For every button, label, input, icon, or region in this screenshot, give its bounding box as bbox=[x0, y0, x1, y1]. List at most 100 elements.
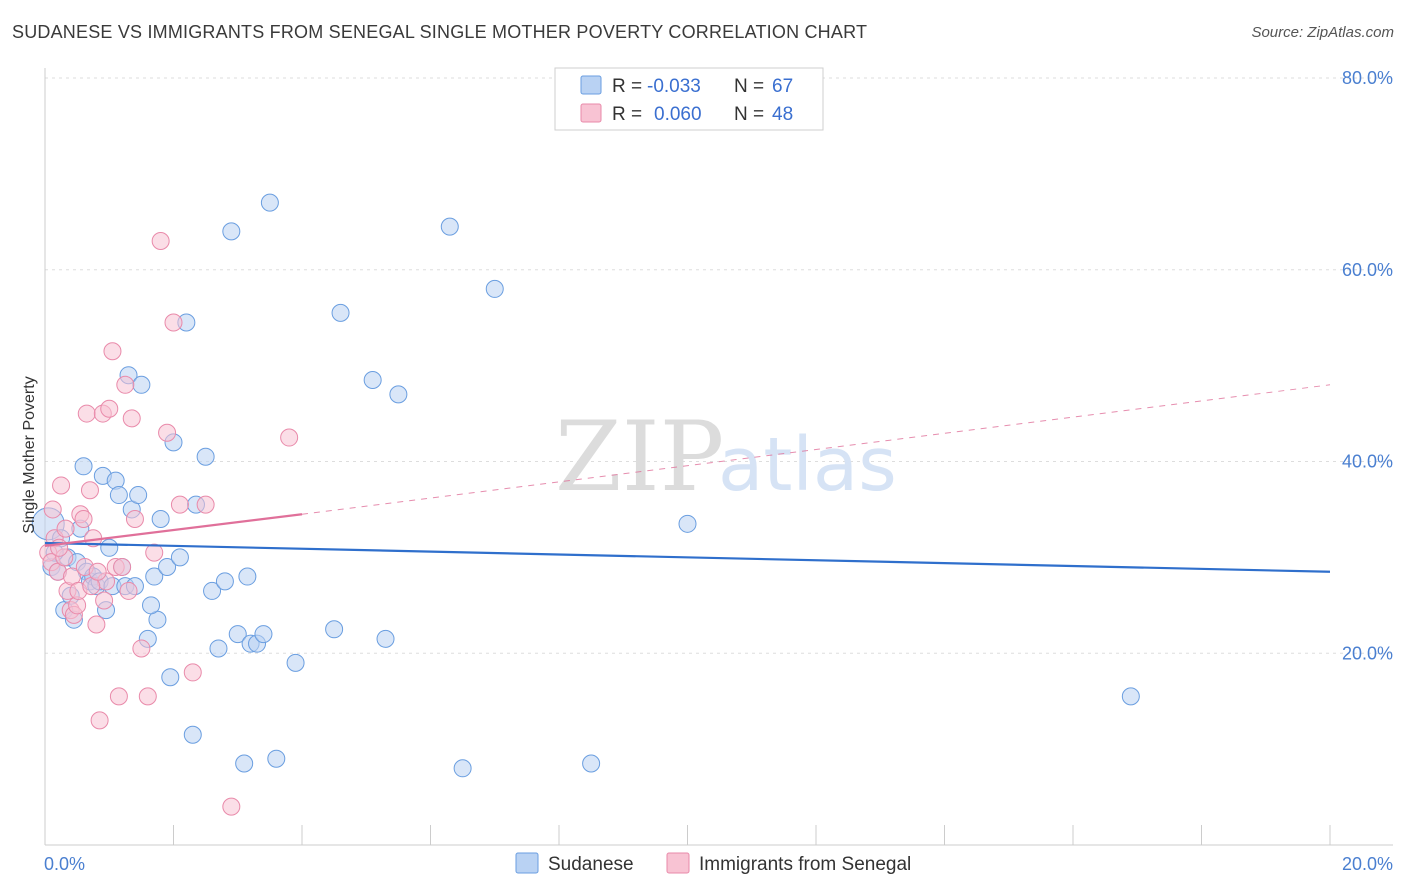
y-tick-label-0: 20.0% bbox=[1342, 643, 1393, 663]
point-senegal-32 bbox=[158, 423, 177, 442]
point-sudanese-59 bbox=[582, 754, 601, 773]
point-senegal-22 bbox=[109, 687, 128, 706]
point-sudanese-47 bbox=[254, 625, 273, 644]
point-senegal-41 bbox=[56, 519, 75, 538]
point-sudanese-55 bbox=[389, 385, 408, 404]
point-sudanese-61 bbox=[1121, 687, 1140, 706]
x-tick-labels: 0.0% 20.0% bbox=[44, 854, 1393, 874]
point-sudanese-65 bbox=[142, 596, 161, 615]
point-sudanese-10 bbox=[74, 457, 93, 476]
legend-n-value-0: 67 bbox=[772, 76, 793, 97]
point-senegal-28 bbox=[132, 639, 151, 658]
grid-lines bbox=[45, 77, 1393, 654]
point-senegal-26 bbox=[122, 409, 141, 428]
point-senegal-38 bbox=[280, 428, 299, 447]
point-sudanese-56 bbox=[440, 217, 459, 236]
point-senegal-39 bbox=[43, 500, 62, 519]
point-senegal-25 bbox=[119, 581, 138, 600]
point-sudanese-21 bbox=[109, 486, 128, 505]
point-senegal-33 bbox=[164, 313, 183, 332]
point-sudanese-57 bbox=[453, 759, 472, 778]
point-senegal-36 bbox=[196, 495, 215, 514]
point-senegal-30 bbox=[145, 543, 164, 562]
point-sudanese-32 bbox=[158, 557, 177, 576]
bottom-legend-label-sudanese: Sudanese bbox=[548, 854, 634, 875]
legend-box: R = -0.033 N = 67 R = 0.060 N = 48 bbox=[554, 67, 824, 131]
y-tick-labels: 20.0% 40.0% 60.0% 80.0% bbox=[1342, 68, 1393, 663]
point-sudanese-35 bbox=[170, 548, 189, 567]
point-sudanese-44 bbox=[235, 754, 254, 773]
trend-lines bbox=[44, 384, 1331, 573]
point-senegal-37 bbox=[222, 797, 241, 816]
point-senegal-46 bbox=[88, 562, 107, 581]
bottom-legend-swatch-senegal bbox=[666, 852, 690, 874]
point-senegal-19 bbox=[100, 399, 119, 418]
axes bbox=[44, 68, 1393, 846]
legend-r-label-1: R = bbox=[612, 104, 642, 125]
point-sudanese-53 bbox=[363, 371, 382, 390]
chart-source: Source: ZipAtlas.com bbox=[1251, 24, 1394, 41]
point-sudanese-48 bbox=[260, 193, 279, 212]
y-axis-label: Single Mother Poverty bbox=[21, 376, 38, 533]
point-senegal-16 bbox=[90, 711, 109, 730]
point-sudanese-40 bbox=[209, 639, 228, 658]
point-senegal-40 bbox=[50, 538, 69, 557]
point-senegal-31 bbox=[151, 231, 170, 250]
point-sudanese-33 bbox=[161, 668, 180, 687]
point-senegal-13 bbox=[80, 481, 99, 500]
point-sudanese-31 bbox=[151, 510, 170, 529]
legend-r-label-0: R = bbox=[612, 76, 642, 97]
y-tick-label-2: 60.0% bbox=[1342, 260, 1393, 280]
point-sudanese-18 bbox=[100, 538, 119, 557]
point-sudanese-60 bbox=[678, 514, 697, 533]
point-sudanese-49 bbox=[267, 749, 286, 768]
point-senegal-12 bbox=[77, 404, 96, 423]
point-sudanese-41 bbox=[215, 572, 234, 591]
point-sudanese-54 bbox=[376, 629, 395, 648]
bottom-legend-label-senegal: Immigrants from Senegal bbox=[699, 854, 911, 875]
x-tick-label-1: 20.0% bbox=[1342, 854, 1393, 874]
y-tick-label-1: 40.0% bbox=[1342, 452, 1393, 472]
legend-n-label-1: N = bbox=[734, 104, 764, 125]
bottom-legend: Sudanese Immigrants from Senegal bbox=[515, 852, 911, 875]
legend-n-value-1: 48 bbox=[772, 104, 793, 125]
y-tick-label-3: 80.0% bbox=[1342, 68, 1393, 88]
point-sudanese-43 bbox=[228, 625, 247, 644]
point-senegal-27 bbox=[125, 510, 144, 529]
point-senegal-11 bbox=[74, 510, 93, 529]
point-senegal-35 bbox=[183, 663, 202, 682]
x-tick-label-0: 0.0% bbox=[44, 854, 85, 874]
legend-swatch-senegal bbox=[580, 103, 602, 123]
legend-swatch-sudanese bbox=[580, 75, 602, 95]
trend-line-senegal-extension bbox=[301, 384, 1331, 515]
point-sudanese-58 bbox=[485, 279, 504, 298]
watermark-atlas: atlas bbox=[718, 422, 897, 508]
chart-title: SUDANESE VS IMMIGRANTS FROM SENEGAL SING… bbox=[12, 22, 868, 42]
point-sudanese-50 bbox=[286, 653, 305, 672]
point-senegal-47 bbox=[95, 591, 114, 610]
point-sudanese-27 bbox=[132, 375, 151, 394]
point-senegal-4 bbox=[52, 476, 71, 495]
point-senegal-24 bbox=[116, 375, 135, 394]
legend-r-value-1: 0.060 bbox=[654, 104, 702, 125]
point-sudanese-39 bbox=[203, 581, 222, 600]
legend-r-value-0: -0.033 bbox=[647, 76, 701, 97]
point-senegal-20 bbox=[103, 342, 122, 361]
point-sudanese-62 bbox=[129, 486, 148, 505]
point-sudanese-52 bbox=[331, 303, 350, 322]
point-senegal-15 bbox=[87, 615, 106, 634]
legend-n-label-0: N = bbox=[734, 76, 764, 97]
point-sudanese-42 bbox=[222, 222, 241, 241]
point-sudanese-66 bbox=[238, 567, 257, 586]
point-sudanese-38 bbox=[196, 447, 215, 466]
watermark-zip: ZIP bbox=[555, 401, 724, 513]
bottom-legend-swatch-sudanese bbox=[515, 852, 539, 874]
point-senegal-23 bbox=[113, 557, 132, 576]
trend-line-sudanese bbox=[44, 541, 1331, 573]
trend-line-senegal bbox=[44, 513, 303, 547]
point-sudanese-29 bbox=[145, 567, 164, 586]
point-senegal-34 bbox=[170, 495, 189, 514]
point-sudanese-37 bbox=[183, 725, 202, 744]
point-senegal-29 bbox=[138, 687, 157, 706]
